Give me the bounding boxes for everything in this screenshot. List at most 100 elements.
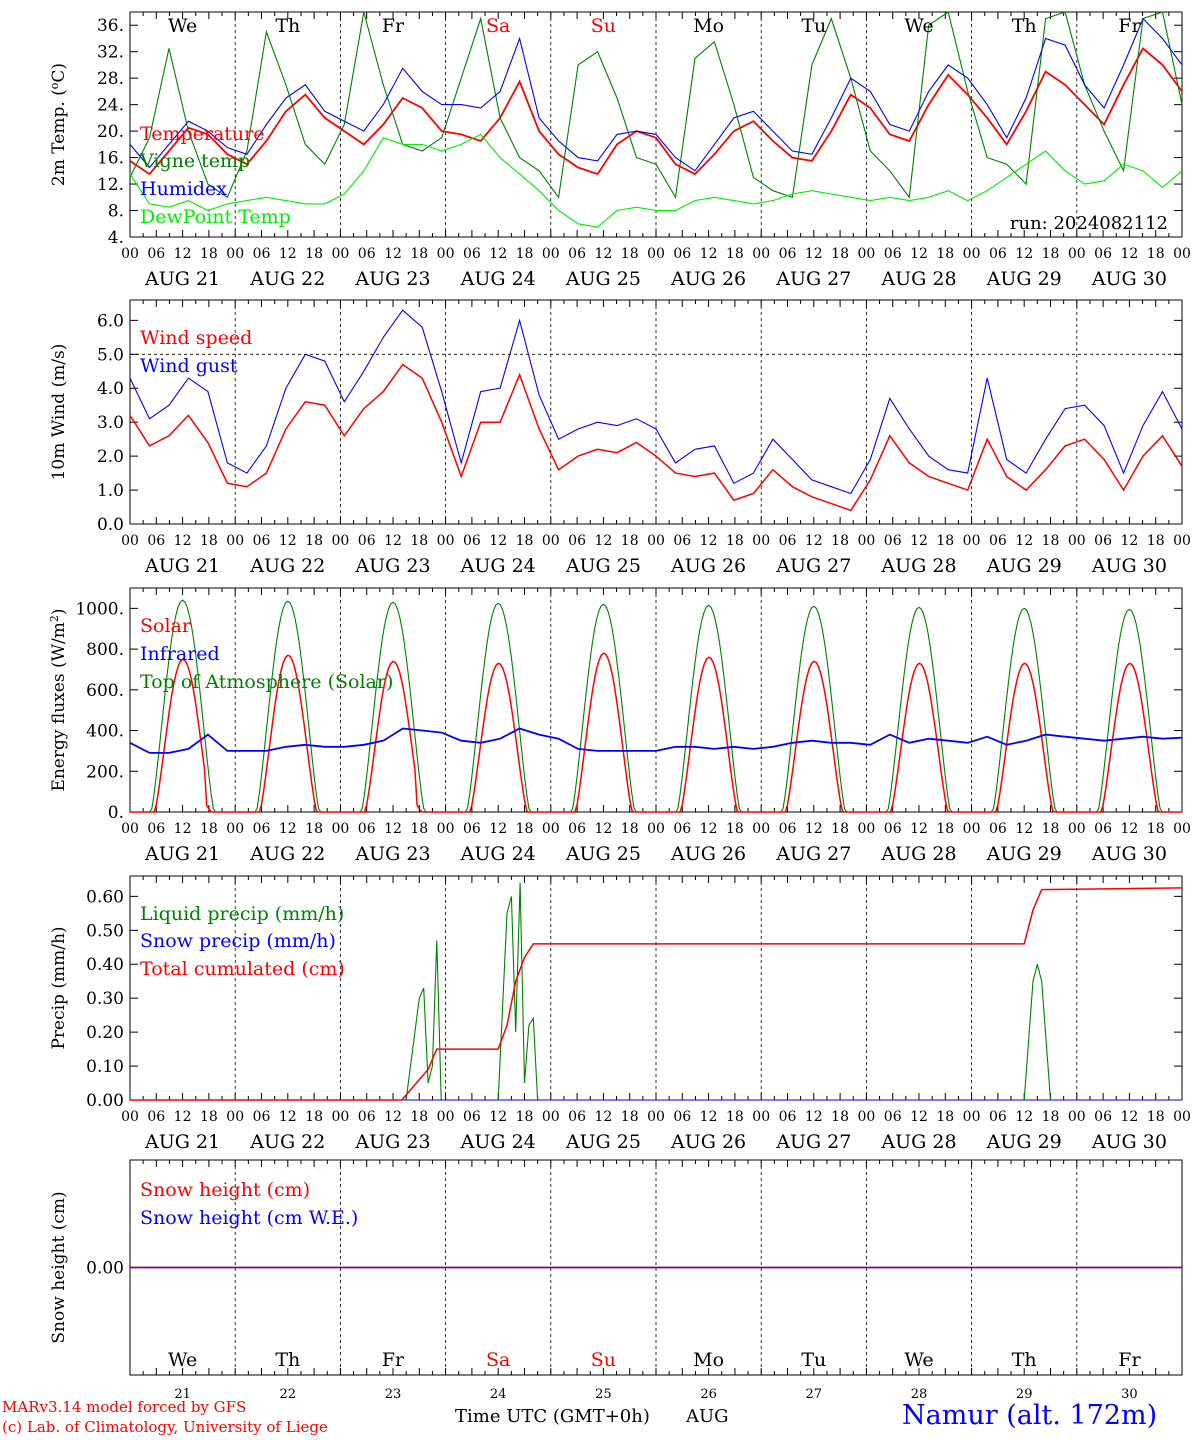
y-tick-label: 4. <box>108 228 124 248</box>
hour-tick-label: 18 <box>410 1109 428 1125</box>
legend-entry: Vigne temp <box>139 150 250 172</box>
date-label: AUG 29 <box>986 1131 1062 1153</box>
station-label: Namur (alt. 172m) <box>902 1400 1158 1431</box>
hour-tick-label: 12 <box>489 1109 507 1125</box>
y-axis-label: Snow height (cm) <box>49 1191 69 1343</box>
legend-entry: Humidex <box>140 178 227 200</box>
date-label: AUG 29 <box>986 555 1062 577</box>
legend-entry: Snow height (cm) <box>140 1179 310 1201</box>
hour-tick-label: 18 <box>516 246 534 262</box>
date-label: AUG 23 <box>354 555 430 577</box>
hour-tick-label: 12 <box>384 533 402 549</box>
hour-tick-label: 06 <box>1094 1109 1112 1125</box>
model-credit: MARv3.14 model forced by GFS <box>2 1398 247 1416</box>
weekday-label: Th <box>1012 15 1037 37</box>
hour-tick-label: 18 <box>831 821 849 837</box>
hour-tick-label: 06 <box>147 821 165 837</box>
hour-tick-label: 12 <box>700 246 718 262</box>
hour-tick-label: 18 <box>410 821 428 837</box>
hour-tick-label: 06 <box>358 246 376 262</box>
y-tick-label: 28. <box>97 69 124 89</box>
hour-tick-label: 00 <box>963 533 981 549</box>
weekday-label: We <box>904 1349 933 1371</box>
date-label: AUG 22 <box>249 555 325 577</box>
series-line <box>130 882 1182 1101</box>
weekday-label: Sa <box>486 15 510 37</box>
date-label: AUG 30 <box>1091 555 1167 577</box>
hour-tick-label: 12 <box>174 533 192 549</box>
hour-tick-label: 12 <box>1015 246 1033 262</box>
day-number-label: 22 <box>280 1387 297 1402</box>
y-axis-label: Precip (mm/h) <box>49 926 69 1049</box>
plot-frame <box>129 299 1183 525</box>
hour-tick-label: 00 <box>121 821 139 837</box>
y-tick-label: 800. <box>86 640 124 660</box>
day-number-label: 30 <box>1121 1387 1138 1402</box>
hour-tick-label: 12 <box>700 533 718 549</box>
weekday-label: Fr <box>1118 1349 1141 1371</box>
hour-tick-label: 06 <box>253 821 271 837</box>
legend-entry: DewPoint Temp <box>140 206 291 228</box>
hour-tick-label: 18 <box>1042 1109 1060 1125</box>
series-line <box>130 887 1183 1101</box>
hour-tick-label: 00 <box>647 533 665 549</box>
hour-tick-label: 06 <box>1094 821 1112 837</box>
hour-tick-label: 18 <box>516 533 534 549</box>
hour-tick-label: 06 <box>779 533 797 549</box>
hour-tick-label: 18 <box>1042 821 1060 837</box>
hour-tick-label: 06 <box>779 821 797 837</box>
hour-tick-label: 06 <box>147 1109 165 1125</box>
date-label: AUG 24 <box>460 843 536 865</box>
hour-tick-label: 12 <box>594 821 612 837</box>
hour-tick-label: 12 <box>805 533 823 549</box>
y-tick-label: 1000. <box>75 599 124 619</box>
day-number-label: 26 <box>700 1387 717 1402</box>
date-label: AUG 26 <box>670 268 746 290</box>
hour-tick-label: 00 <box>121 533 139 549</box>
hour-tick-label: 18 <box>200 821 218 837</box>
y-axis-label: 2m Temp. (oC) <box>48 63 70 186</box>
date-label: AUG 22 <box>249 268 325 290</box>
series-line <box>129 309 1183 495</box>
legend-entry: Total cumulated (cm) <box>140 958 345 980</box>
hour-tick-label: 06 <box>568 246 586 262</box>
hour-tick-label: 00 <box>331 1109 349 1125</box>
y-tick-label: 0.0 <box>97 515 124 535</box>
hour-tick-label: 06 <box>463 1109 481 1125</box>
hour-tick-label: 06 <box>253 533 271 549</box>
day-number-label: 23 <box>385 1387 402 1402</box>
hour-tick-label: 12 <box>1120 821 1138 837</box>
hour-tick-label: 06 <box>1094 533 1112 549</box>
panel-1: 4. 8. 12. 16. 20. 24. 28. 32. 36. 2m Temp. (oC) 00… <box>48 11 1191 290</box>
legend-entry: Snow height (cm W.E.) <box>140 1207 358 1229</box>
hour-tick-label: 00 <box>1173 533 1191 549</box>
hour-tick-label: 18 <box>621 821 639 837</box>
hour-tick-label: 12 <box>384 246 402 262</box>
hour-tick-label: 06 <box>989 1109 1007 1125</box>
hour-tick-label: 00 <box>226 821 244 837</box>
y-tick-label: 600. <box>86 681 124 701</box>
hour-tick-label: 06 <box>568 533 586 549</box>
hour-tick-label: 00 <box>647 246 665 262</box>
hour-tick-label: 18 <box>410 246 428 262</box>
hour-tick-label: 00 <box>963 246 981 262</box>
hour-tick-label: 06 <box>673 246 691 262</box>
hour-tick-label: 00 <box>437 821 455 837</box>
legend-entry: Solar <box>140 615 192 637</box>
date-label: AUG 21 <box>144 555 220 577</box>
month-label: AUG <box>686 1406 729 1427</box>
legend-entry: Top of Atmosphere (Solar) <box>140 671 393 693</box>
hour-tick-label: 06 <box>884 533 902 549</box>
hour-tick-label: 18 <box>726 533 744 549</box>
hour-tick-label: 00 <box>1173 246 1191 262</box>
y-axis-label: 10m Wind (m/s) <box>49 344 69 481</box>
y-axis-label: Energy fluxes (W/m2) <box>48 608 70 791</box>
y-tick-label: 12. <box>97 175 124 195</box>
hour-tick-label: 06 <box>568 821 586 837</box>
y-tick-label: 36. <box>97 16 124 36</box>
hour-tick-label: 00 <box>857 533 875 549</box>
day-number-label: 25 <box>595 1387 612 1402</box>
weekday-label: We <box>168 1349 197 1371</box>
y-tick-label: 0.60 <box>86 887 124 907</box>
